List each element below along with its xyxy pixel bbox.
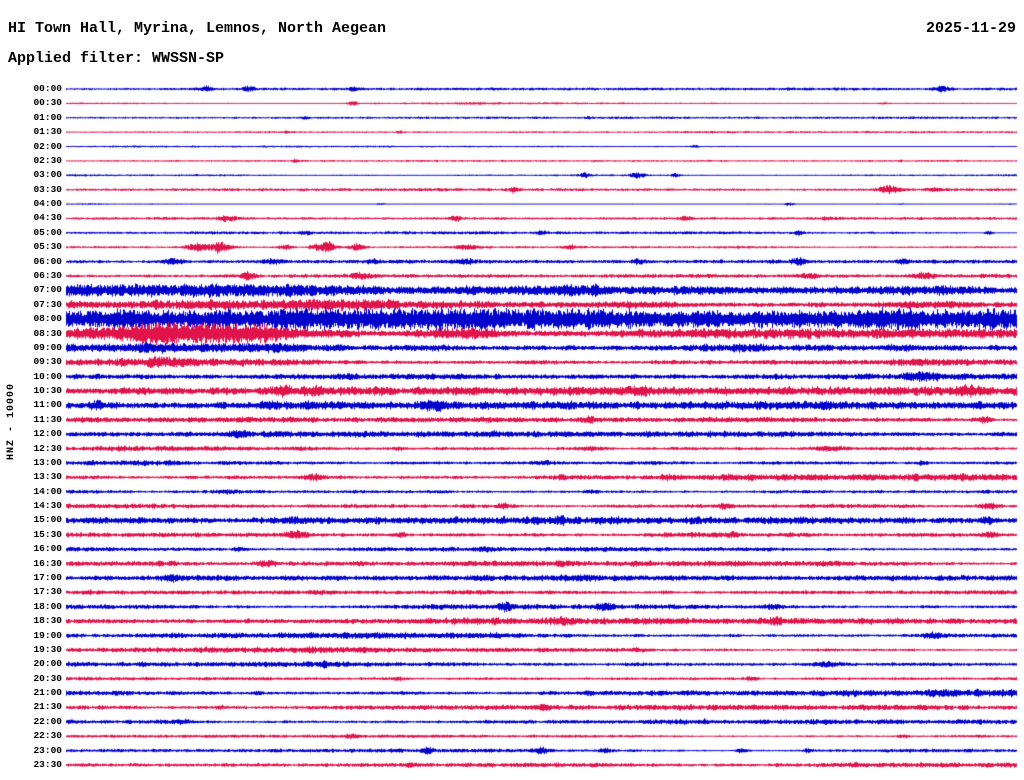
time-label: 12:00	[33, 428, 62, 440]
time-label: 18:30	[33, 615, 62, 627]
time-label: 02:00	[33, 140, 62, 152]
time-label: 21:00	[33, 687, 62, 699]
time-label: 03:30	[33, 183, 62, 195]
time-label: 09:30	[33, 356, 62, 368]
time-label: 21:30	[33, 701, 62, 713]
time-label: 04:30	[33, 212, 62, 224]
time-label: 12:30	[33, 442, 62, 454]
time-label: 20:00	[33, 658, 62, 670]
time-label: 08:30	[33, 327, 62, 339]
time-label: 02:30	[33, 154, 62, 166]
time-label: 10:30	[33, 385, 62, 397]
time-label: 06:30	[33, 269, 62, 281]
time-label: 09:00	[33, 341, 62, 353]
time-label: 23:30	[33, 759, 62, 770]
time-label: 16:30	[33, 557, 62, 569]
time-label: 23:00	[33, 744, 62, 756]
time-label: 06:00	[33, 255, 62, 267]
time-label: 16:00	[33, 543, 62, 555]
time-label: 07:00	[33, 284, 62, 296]
time-label: 03:00	[33, 169, 62, 181]
time-label: 10:00	[33, 370, 62, 382]
time-label: 00:30	[33, 97, 62, 109]
time-label: 13:30	[33, 471, 62, 483]
time-label: 13:00	[33, 456, 62, 468]
time-label: 14:30	[33, 500, 62, 512]
time-label: 15:00	[33, 514, 62, 526]
time-label: 22:30	[33, 730, 62, 742]
time-label: 01:30	[33, 126, 62, 138]
time-label: 20:30	[33, 672, 62, 684]
time-label: 17:30	[33, 586, 62, 598]
time-label: 19:00	[33, 629, 62, 641]
time-label: 07:30	[33, 298, 62, 310]
time-label: 11:30	[33, 413, 62, 425]
time-label: 01:00	[33, 111, 62, 123]
time-label: 14:00	[33, 485, 62, 497]
time-label: 05:00	[33, 226, 62, 238]
time-label: 04:00	[33, 198, 62, 210]
time-label: 15:30	[33, 528, 62, 540]
time-label: 18:00	[33, 600, 62, 612]
time-label: 05:30	[33, 241, 62, 253]
time-label: 17:00	[33, 572, 62, 584]
time-label: 22:00	[33, 715, 62, 727]
time-label: 19:30	[33, 643, 62, 655]
time-label: 00:00	[33, 83, 62, 94]
time-label: 11:00	[33, 399, 62, 411]
time-label: 08:00	[33, 313, 62, 325]
